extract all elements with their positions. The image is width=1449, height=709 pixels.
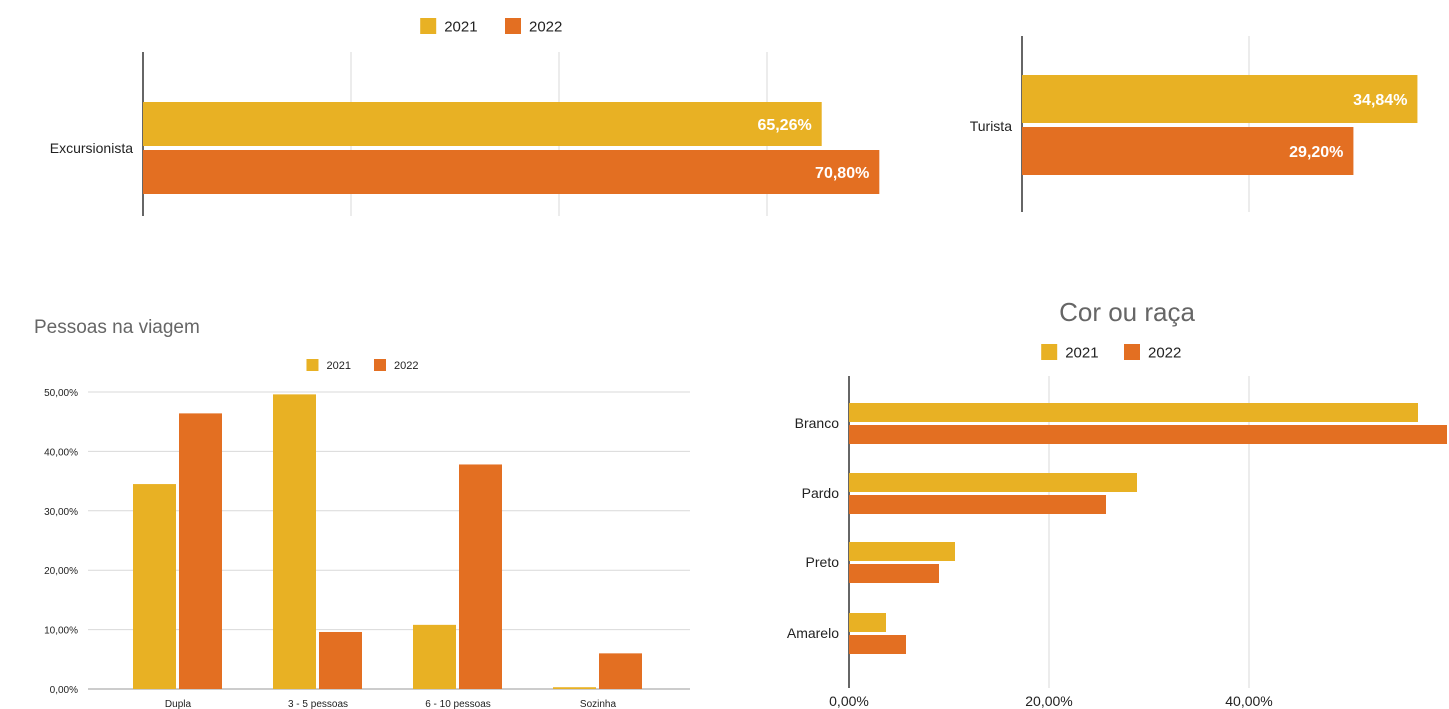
pessoas-legend-swatch-2021 [306,359,319,371]
pessoas-xtick-label: Sozinha [580,699,617,709]
turista-bar-2021 [1022,75,1418,123]
pessoas-ytick-label: 50,00% [44,388,78,399]
excursionista-legend-label-2021: 2021 [444,18,477,35]
cor-bar-2022 [849,635,906,654]
excursionista-data-label-2021: 65,26% [757,117,811,134]
pessoas-ytick-label: 20,00% [44,566,78,577]
pessoas-bar-2022 [599,653,642,689]
excursionista-data-label-2022: 70,80% [815,165,869,182]
excursionista-legend-swatch-2021 [420,18,437,34]
turista-data-label-2021: 34,84% [1353,92,1407,109]
cor-category-label: Amarelo [787,625,839,641]
turista-bar-2022 [1022,127,1354,175]
pessoas-title: Pessoas na viagem [34,317,200,338]
cor-bar-2022 [849,425,1447,444]
turista-data-label-2022: 29,20% [1289,144,1343,161]
pessoas-xtick-label: 3 - 5 pessoas [288,699,348,709]
pessoas-ytick-label: 0,00% [50,685,78,696]
pessoas-xtick-label: Dupla [165,699,192,709]
cor-bar-2021 [849,403,1418,422]
cor-bar-2022 [849,564,939,583]
cor-legend-label-2022: 2022 [1148,344,1181,361]
cor-legend-swatch-2022 [1124,344,1140,360]
excursionista-category-label: Excursionista [50,140,133,156]
turista-category-label: Turista [970,118,1012,134]
cor-xtick-label: 0,00% [829,693,869,709]
cor-bar-2021 [849,473,1137,492]
cor-title: Cor ou raça [1059,297,1195,327]
pessoas-legend-label-2021: 2021 [326,360,350,372]
pessoas-bar-2021 [133,484,176,689]
excursionista-bar-2022 [143,150,880,194]
cor-bar-2021 [849,542,955,561]
cor-legend-swatch-2021 [1041,344,1058,360]
cor-category-label: Pardo [802,485,840,501]
pessoas-legend-swatch-2022 [374,359,386,371]
cor-xtick-label: 40,00% [1225,693,1272,709]
cor-category-label: Branco [795,415,840,431]
cor-xtick-label: 20,00% [1025,693,1072,709]
pessoas-ytick-label: 10,00% [44,626,78,637]
cor-bar-2021 [849,613,886,632]
cor-bar-2022 [849,495,1106,514]
pessoas-bar-2022 [319,631,362,689]
cor-category-label: Preto [806,554,840,570]
cor-legend-label-2021: 2021 [1065,344,1098,361]
pessoas-bar-2021 [273,394,316,689]
pessoas-ytick-label: 40,00% [44,447,78,458]
excursionista-bar-2021 [143,102,822,146]
pessoas-bar-2022 [179,413,222,689]
pessoas-bar-2022 [459,464,502,689]
pessoas-xtick-label: 6 - 10 pessoas [425,699,491,709]
pessoas-legend-label-2022: 2022 [394,360,418,372]
excursionista-legend-swatch-2022 [505,18,521,34]
pessoas-bar-2021 [413,624,456,689]
excursionista-legend-label-2022: 2022 [529,18,562,35]
pessoas-bar-2021 [553,687,596,689]
pessoas-ytick-label: 30,00% [44,507,78,518]
